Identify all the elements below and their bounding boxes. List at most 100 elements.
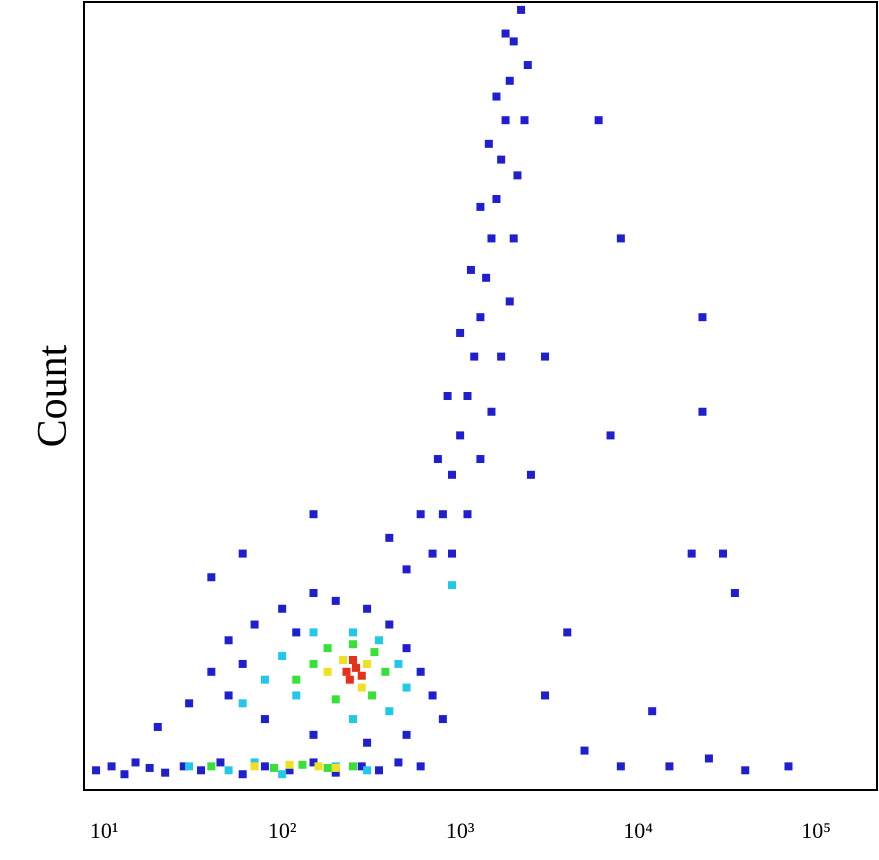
point	[363, 659, 372, 668]
point	[526, 470, 535, 479]
point	[357, 762, 366, 771]
point	[285, 766, 294, 775]
point	[331, 596, 340, 605]
point	[482, 273, 491, 282]
point	[185, 699, 194, 708]
point	[357, 671, 366, 680]
point	[370, 648, 379, 657]
point	[197, 766, 206, 775]
point	[131, 758, 140, 767]
point	[352, 663, 361, 672]
x-tick-label: 10⁵	[801, 818, 831, 843]
point	[309, 589, 318, 597]
point	[616, 762, 625, 771]
point	[292, 675, 301, 684]
point	[348, 762, 357, 771]
point	[541, 691, 550, 700]
point	[309, 730, 318, 739]
point	[466, 265, 475, 274]
point	[145, 763, 154, 772]
point	[487, 407, 496, 416]
point	[348, 640, 357, 649]
point	[207, 667, 216, 676]
point	[476, 313, 485, 322]
x-tick-label: 10³	[446, 818, 475, 843]
point	[107, 762, 116, 771]
point	[323, 667, 332, 676]
point	[509, 234, 518, 243]
point	[463, 392, 472, 400]
point	[309, 758, 318, 767]
point	[402, 730, 411, 739]
point	[207, 573, 216, 582]
point	[278, 604, 287, 613]
plot-frame	[83, 1, 878, 791]
point	[470, 352, 479, 361]
point	[260, 762, 269, 771]
point	[348, 628, 357, 637]
point	[523, 61, 532, 70]
point	[250, 620, 259, 629]
point	[447, 470, 456, 479]
point	[179, 762, 188, 771]
point	[238, 549, 247, 558]
point	[224, 636, 233, 645]
point	[285, 760, 294, 769]
point	[606, 431, 615, 440]
point	[580, 746, 589, 755]
point	[443, 392, 452, 400]
point	[363, 738, 372, 747]
point	[784, 762, 793, 771]
point	[260, 675, 269, 684]
point	[185, 762, 194, 771]
point	[331, 768, 340, 777]
point	[270, 763, 279, 772]
point	[292, 628, 301, 637]
point	[563, 628, 572, 637]
point	[616, 234, 625, 243]
point	[476, 455, 485, 464]
point	[456, 431, 465, 440]
point	[323, 763, 332, 772]
point	[309, 510, 318, 519]
point	[161, 768, 170, 777]
point	[394, 659, 403, 668]
point	[278, 652, 287, 661]
point	[416, 762, 425, 771]
point	[309, 628, 318, 637]
point	[665, 762, 674, 771]
point	[309, 659, 318, 668]
point	[447, 549, 456, 558]
x-tick-label: 10¹	[90, 818, 119, 843]
point	[402, 644, 411, 653]
point	[224, 691, 233, 700]
point	[238, 659, 247, 668]
point	[505, 76, 514, 85]
x-tick-label: 10²	[268, 818, 297, 843]
y-axis-label: Count	[30, 344, 76, 447]
point	[331, 695, 340, 704]
point	[381, 667, 390, 676]
point	[648, 707, 657, 716]
point	[541, 352, 550, 361]
point	[501, 116, 510, 125]
point	[260, 715, 269, 724]
point	[374, 766, 383, 775]
point	[339, 655, 348, 664]
point	[438, 715, 447, 724]
point	[730, 589, 739, 597]
point	[238, 699, 247, 708]
point	[357, 683, 366, 692]
point	[385, 620, 394, 629]
point	[433, 455, 442, 464]
point	[438, 510, 447, 519]
point	[292, 691, 301, 700]
point	[428, 549, 437, 558]
point	[348, 655, 357, 664]
point	[698, 407, 707, 416]
point	[704, 754, 713, 763]
point	[497, 155, 506, 164]
point	[314, 762, 323, 771]
point	[153, 722, 162, 731]
